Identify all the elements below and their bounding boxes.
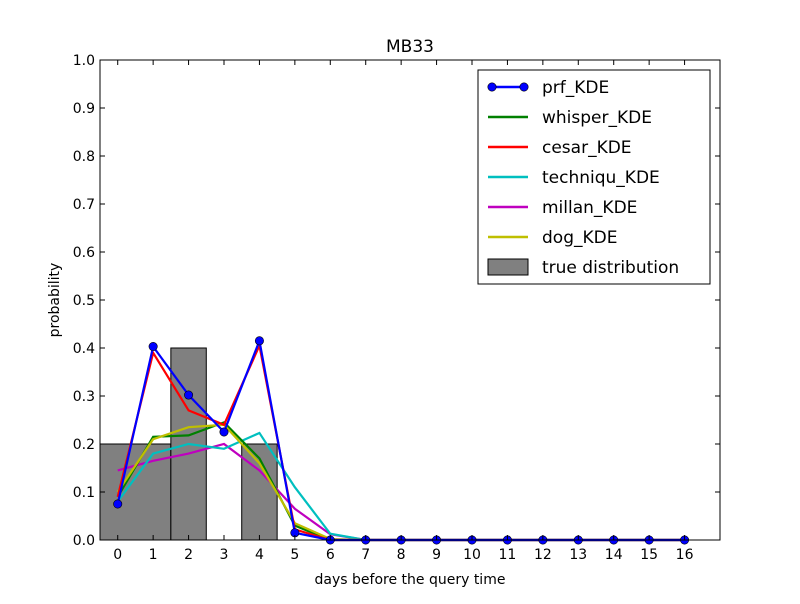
x-tick-label: 13 (569, 547, 587, 563)
point-prf_KDE-3 (219, 427, 229, 437)
x-tick-label: 15 (640, 547, 658, 563)
legend-marker (487, 82, 497, 92)
y-tick-label: 0.4 (73, 341, 95, 357)
y-tick-label: 0.9 (73, 101, 95, 117)
point-prf_KDE-4 (254, 336, 264, 346)
legend-entry-cesar_KDE: cesar_KDE (488, 138, 632, 158)
legend-entry-whisper_KDE: whisper_KDE (488, 108, 652, 128)
legend-label: cesar_KDE (542, 138, 632, 158)
legend-entry-dog_KDE: dog_KDE (488, 228, 617, 248)
x-tick-label: 5 (290, 547, 299, 563)
legend-swatch (487, 258, 529, 276)
legend-label: millan_KDE (542, 198, 637, 218)
y-tick-label: 0.3 (73, 389, 95, 405)
y-tick-label: 0.1 (73, 485, 95, 501)
y-axis-label: probability (47, 263, 63, 338)
x-tick-label: 16 (676, 547, 694, 563)
y-tick-label: 0.5 (73, 293, 95, 309)
x-tick-label: 12 (534, 547, 552, 563)
legend: prf_KDE whisper_KDE cesar_KDE techniqu_KDEm… (477, 69, 711, 285)
legend-marker (519, 82, 529, 92)
x-tick-label: 0 (113, 547, 122, 563)
ticks-layer: 0 1 2 3 4 5 6 7 8 9 10 11 12 13 14 15 160.00.10.20.30.40… (73, 53, 720, 563)
y-tick-label: 0.7 (73, 197, 95, 213)
point-prf_KDE-1 (148, 342, 158, 352)
x-tick-label: 8 (397, 547, 406, 563)
x-tick-label: 6 (326, 547, 335, 563)
x-tick-label: 2 (184, 547, 193, 563)
x-tick-label: 14 (605, 547, 623, 563)
legend-label: prf_KDE (542, 78, 609, 98)
legend-entry-true-distribution: true distribution (487, 258, 679, 278)
x-tick-label: 10 (463, 547, 481, 563)
legend-label: dog_KDE (542, 228, 617, 248)
legend-entry-millan_KDE: millan_KDE (488, 198, 637, 218)
x-tick-label: 1 (149, 547, 158, 563)
y-tick-label: 0.0 (73, 533, 95, 549)
x-tick-label: 3 (220, 547, 229, 563)
chart-title: MB33 (386, 37, 434, 57)
x-tick-label: 11 (499, 547, 517, 563)
y-tick-label: 0.2 (73, 437, 95, 453)
legend-label: whisper_KDE (542, 108, 652, 128)
legend-label: techniqu_KDE (542, 168, 660, 188)
x-tick-label: 9 (432, 547, 441, 563)
legend-label: true distribution (542, 258, 679, 278)
y-tick-label: 0.6 (73, 245, 95, 261)
legend-entry-techniqu_KDE: techniqu_KDE (488, 168, 660, 188)
x-axis-label: days before the query time (315, 572, 506, 588)
point-prf_KDE-0 (113, 499, 123, 509)
y-tick-label: 0.8 (73, 149, 95, 165)
legend-entry-prf_KDE: prf_KDE (487, 78, 609, 98)
x-tick-label: 4 (255, 547, 264, 563)
x-tick-label: 7 (361, 547, 370, 563)
point-prf_KDE-2 (184, 390, 194, 400)
y-tick-label: 1.0 (73, 53, 95, 69)
